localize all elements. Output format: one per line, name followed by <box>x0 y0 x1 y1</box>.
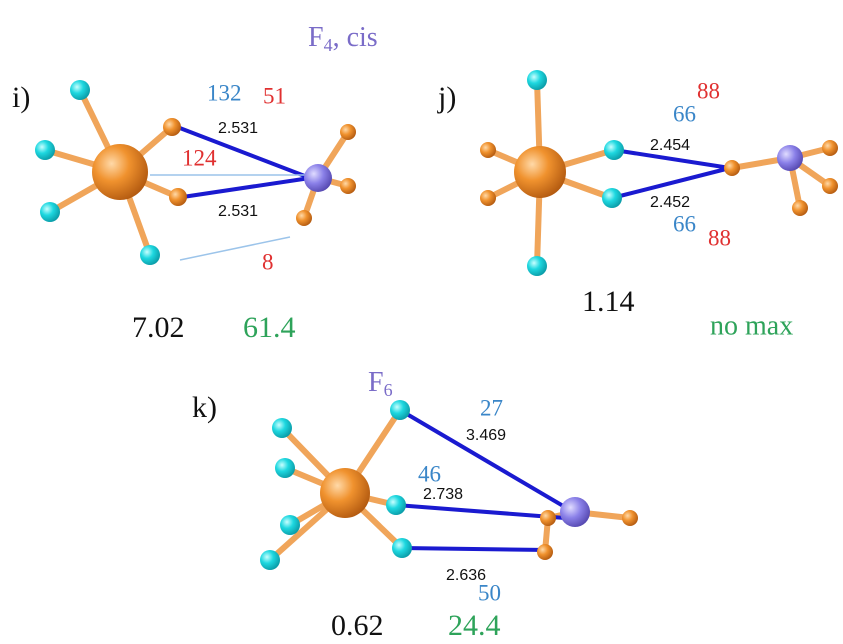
distance: 2.452 <box>650 194 690 211</box>
atom <box>280 515 300 535</box>
contact-line <box>402 548 548 550</box>
value-red: 124 <box>182 145 217 170</box>
atom <box>540 510 556 526</box>
atom <box>514 146 566 198</box>
title-sub: 4 <box>324 35 333 55</box>
distance: 3.469 <box>466 427 506 444</box>
atom <box>724 160 740 176</box>
title-base: F <box>308 22 324 53</box>
atom <box>163 118 181 136</box>
panel-label: i) <box>12 81 30 114</box>
atom <box>822 178 838 194</box>
panel-title: F6 <box>368 367 393 400</box>
value-green: 24.4 <box>448 609 501 642</box>
value-green: 61.4 <box>243 311 296 344</box>
distance: 2.531 <box>218 120 258 137</box>
value-red: 88 <box>708 225 731 250</box>
value-green: no max <box>710 310 793 341</box>
value-red: 51 <box>263 83 286 108</box>
atom <box>304 164 332 192</box>
atom <box>622 510 638 526</box>
atom <box>392 538 412 558</box>
contact-line <box>396 505 565 518</box>
value-red: 88 <box>697 78 720 103</box>
title-sub: 6 <box>384 380 393 400</box>
atom <box>527 70 547 90</box>
value-red: 8 <box>262 249 274 274</box>
atom <box>260 550 280 570</box>
atom <box>390 400 410 420</box>
contact-line <box>180 237 290 260</box>
atom <box>604 140 624 160</box>
value-blue: 66 <box>673 211 696 236</box>
value-blue: 66 <box>673 101 696 126</box>
atom <box>70 80 90 100</box>
distance: 2.738 <box>423 486 463 503</box>
atom <box>386 495 406 515</box>
title-rest: , cis <box>333 22 378 53</box>
energy: 1.14 <box>582 285 635 318</box>
atom <box>527 256 547 276</box>
panel-label: j) <box>437 81 456 114</box>
value-blue: 27 <box>480 395 503 420</box>
atom <box>320 468 370 518</box>
panel-label: k) <box>192 391 217 424</box>
value-blue: 132 <box>207 80 242 105</box>
value-blue: 50 <box>478 580 501 605</box>
atom <box>40 202 60 222</box>
distance: 2.531 <box>218 203 258 220</box>
atom <box>272 418 292 438</box>
energy: 0.62 <box>331 609 384 642</box>
atom <box>537 544 553 560</box>
atom <box>169 188 187 206</box>
title: F4, cis <box>308 22 378 55</box>
atom <box>140 245 160 265</box>
atom <box>296 210 312 226</box>
atom <box>777 145 803 171</box>
atom <box>480 190 496 206</box>
atom <box>792 200 808 216</box>
atom <box>340 124 356 140</box>
atom <box>340 178 356 194</box>
atom <box>275 458 295 478</box>
atom <box>602 188 622 208</box>
contact-line <box>176 178 310 198</box>
atom <box>822 140 838 156</box>
energy: 7.02 <box>132 311 185 344</box>
atom <box>35 140 55 160</box>
value-blue: 46 <box>418 461 441 486</box>
figure: F4, cis i) 132 51 2.531 124 2.531 8 7.02… <box>0 0 843 644</box>
atom <box>92 144 148 200</box>
atom <box>560 497 590 527</box>
distance: 2.454 <box>650 137 690 154</box>
atom <box>480 142 496 158</box>
title-base: F <box>368 367 384 398</box>
